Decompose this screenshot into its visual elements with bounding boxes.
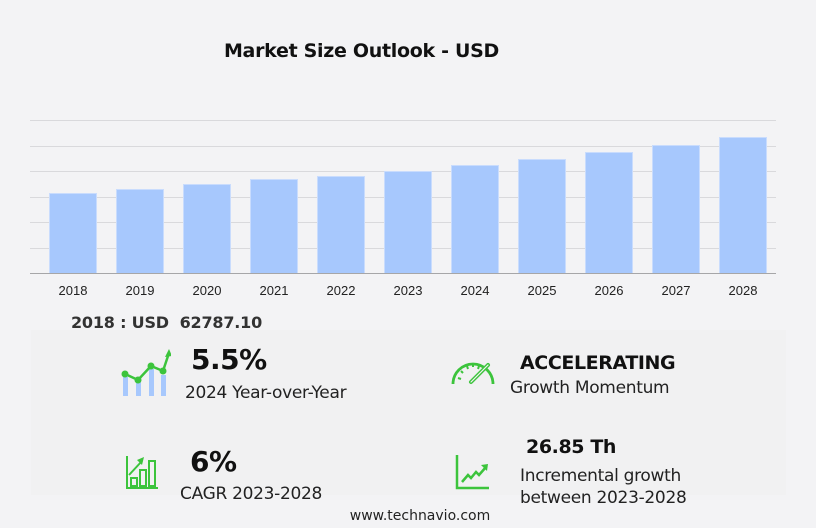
x-tick-label: 2018 — [58, 283, 88, 298]
bar-2020 — [183, 183, 231, 273]
x-tick-label: 2028 — [728, 283, 758, 298]
trend-line-icon — [455, 455, 489, 490]
x-tick-label: 2027 — [661, 283, 691, 298]
bar-2025 — [518, 158, 566, 273]
x-tick-label: 2026 — [594, 283, 624, 298]
chart-title: Market Size Outlook - USD — [223, 40, 500, 62]
momentum-label: Growth Momentum — [510, 378, 670, 398]
base-year-value: 2018 : USD 62787.10 — [71, 313, 263, 332]
x-tick-label: 2020 — [192, 283, 222, 298]
x-tick-label: 2024 — [460, 283, 490, 298]
bar-2022 — [317, 175, 365, 273]
x-tick-label: 2023 — [393, 283, 423, 298]
bar-2028 — [719, 136, 767, 273]
gridline — [30, 120, 776, 121]
growth-chart-icon — [121, 349, 171, 396]
bar-2023 — [384, 171, 432, 273]
bar-chart: 2018 2019 2020 2021 2022 2023 2024 2025 2026 2027… — [30, 110, 776, 310]
yoy-value: 5.5% — [191, 343, 267, 376]
bar-2021 — [250, 179, 298, 273]
gridline — [30, 145, 776, 147]
yoy-label: 2024 Year-over-Year — [185, 383, 347, 403]
x-axis-line — [30, 273, 776, 274]
incremental-label-2: between 2023-2028 — [520, 488, 687, 508]
speedometer-icon — [451, 362, 495, 385]
bar-2024 — [451, 165, 499, 273]
x-tick-label: 2019 — [125, 283, 155, 298]
summary-panel — [31, 330, 786, 495]
x-tick-label: 2021 — [259, 283, 289, 298]
incremental-label-1: Incremental growth — [520, 466, 681, 486]
incremental-value: 26.85 Th — [526, 436, 617, 458]
bar-2027 — [652, 144, 700, 273]
x-tick-label: 2025 — [527, 283, 557, 298]
bar-2018 — [49, 192, 97, 273]
momentum-value: ACCELERATING — [520, 352, 676, 374]
source-footer: www.technavio.com — [349, 508, 491, 524]
bar-growth-icon — [126, 456, 158, 489]
bar-2019 — [116, 188, 164, 273]
bar-2026 — [585, 152, 633, 273]
cagr-label: CAGR 2023-2028 — [180, 484, 323, 504]
cagr-value: 6% — [190, 445, 237, 478]
x-tick-label: 2022 — [326, 283, 356, 298]
